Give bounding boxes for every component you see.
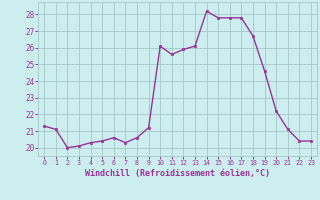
X-axis label: Windchill (Refroidissement éolien,°C): Windchill (Refroidissement éolien,°C) bbox=[85, 169, 270, 178]
